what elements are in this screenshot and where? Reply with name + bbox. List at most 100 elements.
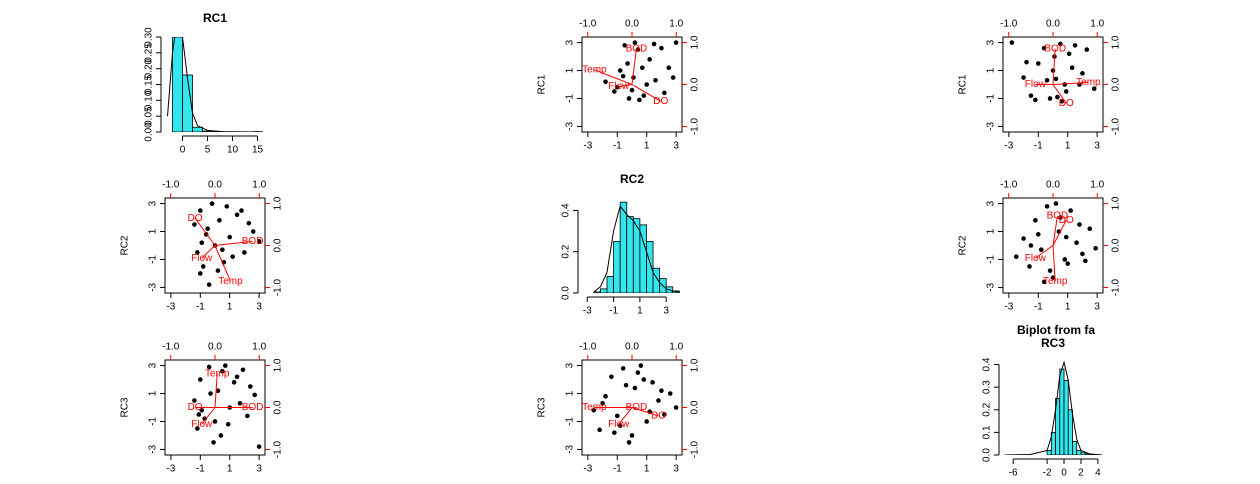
point: [197, 377, 203, 382]
x-tick-label: -3: [166, 302, 175, 313]
panel: RC1 0 5 10 15 0.000.050.100.150.200.250.30: [144, 11, 264, 155]
bar: [613, 240, 621, 293]
loading-label: Temp: [1043, 276, 1068, 287]
panel: RC3 -6 -2 0 2 4 0.0 0.1 0.2 0.3 0.4: [982, 336, 1103, 479]
y-tick-label: -3: [565, 445, 576, 454]
point: [196, 412, 202, 417]
top-tick-label: 0.0: [208, 342, 222, 353]
point: [1035, 61, 1041, 66]
loading-arrow: [618, 407, 633, 425]
point: [603, 79, 608, 85]
point: [1041, 279, 1047, 285]
y-tick-label: 0.4: [561, 203, 572, 217]
point: [1033, 218, 1038, 223]
density-line: [1004, 360, 1103, 455]
point: [1091, 86, 1097, 91]
point: [667, 391, 673, 396]
top-tick-label: 1.0: [1090, 180, 1104, 191]
point: [1074, 240, 1079, 246]
loading-arrow: [194, 217, 216, 246]
point: [1038, 247, 1044, 252]
point: [1044, 78, 1050, 83]
loading-arrow: [214, 245, 231, 282]
point: [1053, 76, 1059, 82]
point: [597, 427, 602, 433]
point: [620, 73, 626, 79]
y-tick-label: -1: [986, 94, 997, 103]
plot-area: [167, 37, 263, 132]
bar: [600, 288, 608, 293]
point: [1047, 268, 1053, 273]
panel-title: RC3: [1041, 336, 1065, 350]
point: [206, 282, 212, 287]
y-axis-label: RC3: [537, 397, 548, 417]
right-tick-label: 0.0: [1111, 238, 1122, 252]
x-tick-label: 1: [644, 141, 650, 152]
loading-label: BOD: [626, 402, 648, 413]
top-tick-label: -1.0: [579, 342, 597, 353]
right-tick-label: 1.0: [1111, 196, 1122, 210]
point: [231, 380, 237, 385]
point: [230, 254, 235, 259]
loading-label: BOD: [242, 236, 264, 247]
x-tick-label: -6: [1009, 468, 1018, 479]
point: [256, 239, 262, 244]
point: [242, 250, 247, 255]
point: [1055, 94, 1060, 100]
point: [197, 208, 203, 213]
point: [1028, 243, 1034, 248]
loading-arrow: [631, 407, 659, 417]
plot-area: [593, 201, 680, 293]
point: [252, 392, 258, 398]
point: [629, 433, 635, 438]
y-tick-label: 0.00: [144, 122, 155, 142]
x-tick-label: 1: [637, 306, 643, 317]
y-tick-label: 0.1: [982, 425, 993, 439]
point: [1072, 43, 1078, 48]
point: [1069, 65, 1075, 71]
loading-label: DO: [188, 213, 203, 224]
top-tick-label: 1.0: [669, 342, 683, 353]
point: [200, 264, 206, 269]
loading-arrow: [201, 407, 216, 425]
x-tick-label: 2: [1078, 468, 1084, 479]
loading-label: Flow: [1025, 79, 1047, 90]
point: [215, 388, 221, 394]
point: [1083, 258, 1088, 264]
y-tick-label: -1: [565, 94, 576, 103]
y-tick-label: 1: [986, 228, 997, 234]
bar: [646, 240, 654, 293]
x-tick-label: -3: [583, 306, 592, 317]
loading-label: Flow: [191, 419, 213, 430]
panel-title: RC1: [203, 11, 227, 25]
point: [234, 212, 240, 218]
point: [626, 96, 632, 101]
point: [205, 226, 210, 232]
point: [212, 419, 218, 424]
x-tick-label: 15: [252, 145, 264, 156]
panel: -3 -1 1 3 -3 -1 1 3 RC3 -1.0 -1.0 0.0 0.0 1.0 1.0 DO Flo…: [120, 342, 284, 475]
panel-title: RC2: [620, 172, 644, 186]
point: [250, 229, 256, 234]
x-tick-label: -1: [196, 464, 205, 475]
y-axis-label: RC3: [120, 397, 131, 417]
point: [224, 204, 230, 209]
loading-arrow: [1052, 48, 1056, 85]
top-tick-label: -1.0: [1000, 180, 1018, 191]
y-tick-label: 0.0: [982, 448, 993, 462]
right-tick-label: 0.0: [690, 77, 701, 91]
point: [641, 377, 647, 382]
loading-arrow: [1035, 245, 1054, 259]
bar: [1067, 409, 1073, 455]
x-tick-label: -3: [583, 464, 592, 475]
top-tick-label: -1.0: [1000, 19, 1018, 30]
point: [614, 413, 620, 419]
top-tick-label: -1.0: [162, 342, 180, 353]
x-tick-label: -1: [613, 141, 622, 152]
loading-label: DO: [651, 411, 666, 422]
right-tick-label: -1.0: [273, 278, 284, 296]
y-tick-label: 0.05: [144, 106, 155, 126]
point: [644, 82, 650, 87]
point: [653, 78, 658, 83]
point: [192, 222, 197, 227]
